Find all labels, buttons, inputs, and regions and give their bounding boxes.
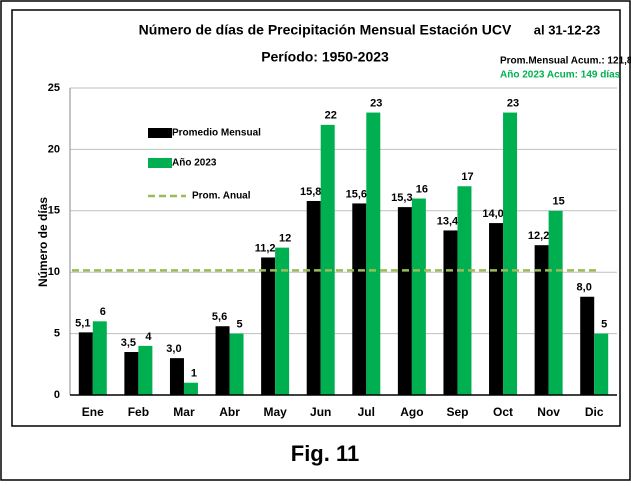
value-label: 5 bbox=[601, 319, 607, 331]
value-label: 13,4 bbox=[437, 215, 459, 227]
value-label: 3,5 bbox=[121, 337, 136, 349]
x-tick-label: Ene bbox=[82, 405, 104, 419]
value-label: 4 bbox=[145, 331, 152, 343]
bar bbox=[534, 245, 549, 395]
value-label: 11,2 bbox=[255, 242, 276, 254]
x-tick-label: Jun bbox=[310, 405, 331, 419]
value-label: 12 bbox=[279, 233, 291, 245]
bar bbox=[352, 203, 367, 395]
value-label: 3,0 bbox=[166, 343, 181, 355]
value-label: 15,6 bbox=[346, 188, 367, 200]
note: Prom.Mensual Acum.: 121,8 días bbox=[500, 56, 631, 67]
value-label: 15,8 bbox=[300, 186, 321, 198]
value-label: 1 bbox=[191, 368, 197, 380]
value-label: 5 bbox=[236, 319, 242, 331]
x-tick-label: Sep bbox=[446, 405, 468, 419]
value-label: 12,2 bbox=[528, 230, 549, 242]
x-tick-label: Nov bbox=[537, 405, 560, 419]
value-label: 23 bbox=[370, 97, 382, 109]
bar bbox=[261, 257, 276, 395]
x-tick-label: May bbox=[263, 405, 287, 419]
value-label: 5,1 bbox=[75, 317, 90, 329]
bar bbox=[169, 358, 184, 395]
bar bbox=[580, 296, 595, 395]
value-label: 17 bbox=[461, 171, 473, 183]
chart-title: Número de días de Precipitación Mensual … bbox=[139, 22, 512, 38]
value-label: 14,0 bbox=[482, 208, 503, 220]
legend-label: Prom. Anual bbox=[192, 191, 251, 202]
x-tick-label: Ago bbox=[400, 405, 423, 419]
bar bbox=[411, 198, 426, 395]
bar bbox=[548, 210, 563, 395]
value-label: 22 bbox=[325, 110, 337, 122]
legend-label: Promedio Mensual bbox=[172, 128, 261, 139]
x-tick-label: Oct bbox=[493, 405, 513, 419]
x-tick-label: Feb bbox=[128, 405, 149, 419]
note: Año 2023 Acum: 149 días bbox=[500, 70, 621, 81]
bar bbox=[397, 207, 412, 395]
legend-swatch bbox=[148, 128, 172, 138]
x-tick-label: Dic bbox=[585, 405, 604, 419]
legend-label: Año 2023 bbox=[172, 158, 217, 169]
bar bbox=[92, 321, 107, 395]
y-tick-label: 20 bbox=[48, 143, 60, 155]
bar bbox=[275, 247, 290, 395]
bar bbox=[183, 382, 198, 395]
value-label: 6 bbox=[100, 306, 106, 318]
x-tick-label: Jul bbox=[358, 405, 375, 419]
bar bbox=[457, 186, 472, 395]
value-label: 16 bbox=[416, 183, 428, 195]
value-label: 15 bbox=[553, 196, 565, 208]
value-label: 15,3 bbox=[391, 192, 412, 204]
y-tick-label: 15 bbox=[48, 205, 60, 217]
bar bbox=[489, 223, 504, 395]
y-tick-label: 0 bbox=[54, 389, 60, 401]
y-tick-label: 10 bbox=[48, 266, 60, 278]
y-tick-label: 25 bbox=[48, 82, 60, 94]
bar bbox=[503, 112, 518, 395]
bar bbox=[124, 352, 139, 395]
y-axis-label: Número de días bbox=[36, 197, 50, 287]
value-label: 8,0 bbox=[577, 282, 592, 294]
bar bbox=[229, 333, 244, 395]
value-label: 23 bbox=[507, 97, 519, 109]
caption: Fig. 11 bbox=[291, 441, 359, 466]
x-tick-label: Abr bbox=[219, 405, 240, 419]
bar bbox=[366, 112, 381, 395]
y-tick-label: 5 bbox=[54, 328, 60, 340]
bar bbox=[320, 124, 335, 395]
bar bbox=[78, 332, 93, 395]
bar bbox=[306, 200, 321, 395]
bar bbox=[594, 333, 609, 395]
bar bbox=[138, 345, 153, 395]
bar bbox=[443, 230, 458, 395]
x-tick-label: Mar bbox=[173, 405, 195, 419]
value-label: 5,6 bbox=[212, 311, 227, 323]
date-note: al 31-12-23 bbox=[534, 22, 601, 37]
legend-swatch bbox=[148, 158, 172, 168]
bar bbox=[215, 326, 230, 395]
chart-subtitle: Período: 1950-2023 bbox=[261, 49, 389, 65]
